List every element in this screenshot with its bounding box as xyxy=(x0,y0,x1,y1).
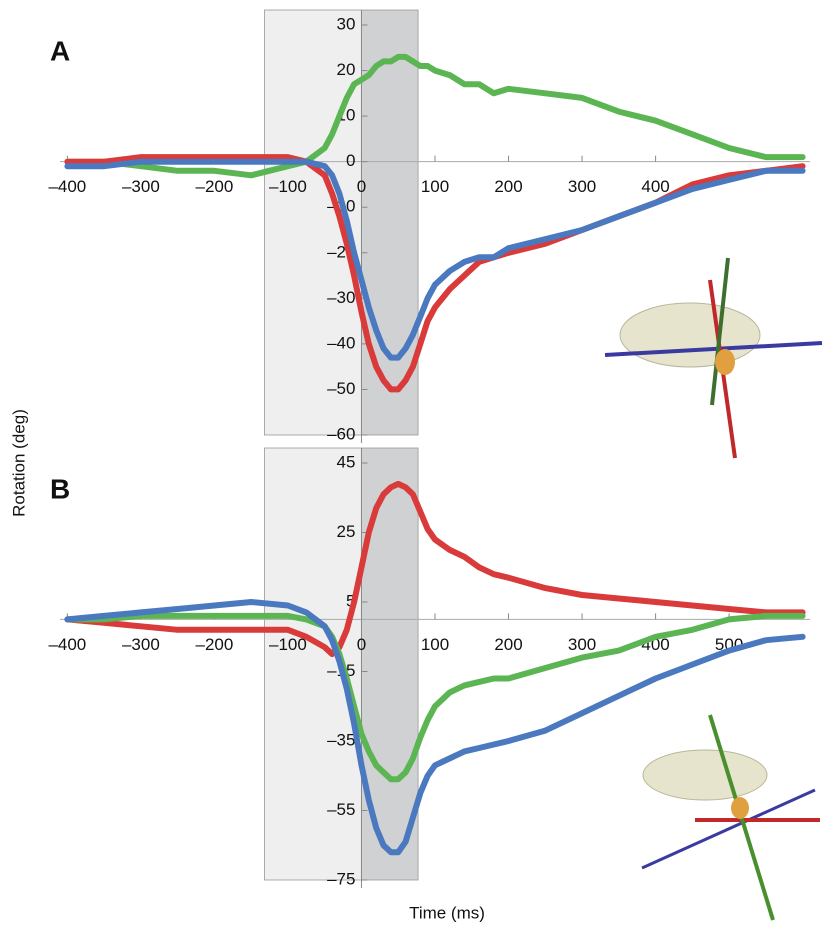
panel-label: A xyxy=(50,35,70,66)
data-line xyxy=(64,612,806,783)
x-tick-label: 400 xyxy=(641,177,669,196)
x-tick-label: –100 xyxy=(269,635,307,654)
skull-illustration-b xyxy=(641,714,820,921)
x-tick-label: 100 xyxy=(421,177,449,196)
data-line xyxy=(64,158,806,361)
y-tick-label: 0 xyxy=(346,151,355,170)
y-tick-label: –60 xyxy=(327,424,355,443)
x-tick-label: 0 xyxy=(357,177,366,196)
x-tick-label: –300 xyxy=(122,635,160,654)
x-tick-label: –200 xyxy=(195,635,233,654)
y-tick-label: –30 xyxy=(327,288,355,307)
x-tick-label: 300 xyxy=(568,177,596,196)
x-tick-label: –300 xyxy=(122,177,160,196)
shaded-span xyxy=(361,9,419,436)
y-axis-label: Rotation (deg) xyxy=(9,409,28,517)
x-tick-label: –200 xyxy=(195,177,233,196)
y-tick-label: –75 xyxy=(327,869,355,888)
y-tick-label: 5 xyxy=(346,591,355,610)
y-tick-label: 30 xyxy=(337,14,356,33)
y-tick-label: 20 xyxy=(337,60,356,79)
x-tick-label: 200 xyxy=(494,177,522,196)
x-tick-label: 300 xyxy=(568,635,596,654)
data-line xyxy=(64,480,806,658)
x-tick-label: 200 xyxy=(494,635,522,654)
data-line xyxy=(64,599,806,856)
y-tick-label: –50 xyxy=(327,379,355,398)
y-tick-label: –35 xyxy=(327,730,355,749)
x-tick-label: 100 xyxy=(421,635,449,654)
x-axis-label: Time (ms) xyxy=(409,903,485,922)
y-tick-label: –55 xyxy=(327,800,355,819)
x-tick-label: 0 xyxy=(357,635,366,654)
y-tick-label: 25 xyxy=(337,522,356,541)
y-tick-label: –40 xyxy=(327,333,355,352)
x-tick-label: –400 xyxy=(48,635,86,654)
x-tick-label: –400 xyxy=(48,177,86,196)
x-tick-label: –100 xyxy=(269,177,307,196)
skull-illustration-a xyxy=(604,257,823,459)
y-tick-label: 45 xyxy=(337,452,356,471)
panel-label: B xyxy=(50,473,70,504)
data-line xyxy=(64,53,806,179)
